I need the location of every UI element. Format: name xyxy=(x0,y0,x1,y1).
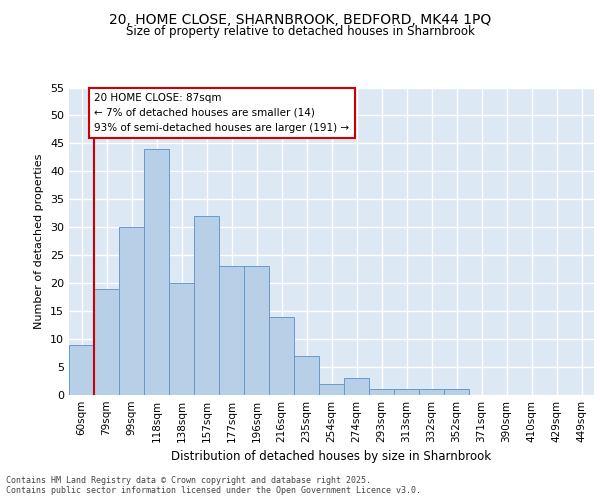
Bar xyxy=(419,390,444,395)
Bar xyxy=(69,344,94,395)
Bar xyxy=(244,266,269,395)
Bar xyxy=(194,216,219,395)
Bar xyxy=(319,384,344,395)
Bar xyxy=(344,378,369,395)
Bar xyxy=(169,283,194,395)
Bar xyxy=(444,390,469,395)
Text: 20, HOME CLOSE, SHARNBROOK, BEDFORD, MK44 1PQ: 20, HOME CLOSE, SHARNBROOK, BEDFORD, MK4… xyxy=(109,12,491,26)
Bar xyxy=(294,356,319,395)
Bar xyxy=(269,316,294,395)
Bar xyxy=(219,266,244,395)
Text: Contains HM Land Registry data © Crown copyright and database right 2025.
Contai: Contains HM Land Registry data © Crown c… xyxy=(6,476,421,495)
Bar xyxy=(94,289,119,395)
Text: Size of property relative to detached houses in Sharnbrook: Size of property relative to detached ho… xyxy=(125,25,475,38)
Y-axis label: Number of detached properties: Number of detached properties xyxy=(34,154,44,329)
Text: 20 HOME CLOSE: 87sqm
← 7% of detached houses are smaller (14)
93% of semi-detach: 20 HOME CLOSE: 87sqm ← 7% of detached ho… xyxy=(95,93,350,132)
Bar xyxy=(369,390,394,395)
Bar xyxy=(144,149,169,395)
X-axis label: Distribution of detached houses by size in Sharnbrook: Distribution of detached houses by size … xyxy=(172,450,491,464)
Bar xyxy=(394,390,419,395)
Bar xyxy=(119,228,144,395)
